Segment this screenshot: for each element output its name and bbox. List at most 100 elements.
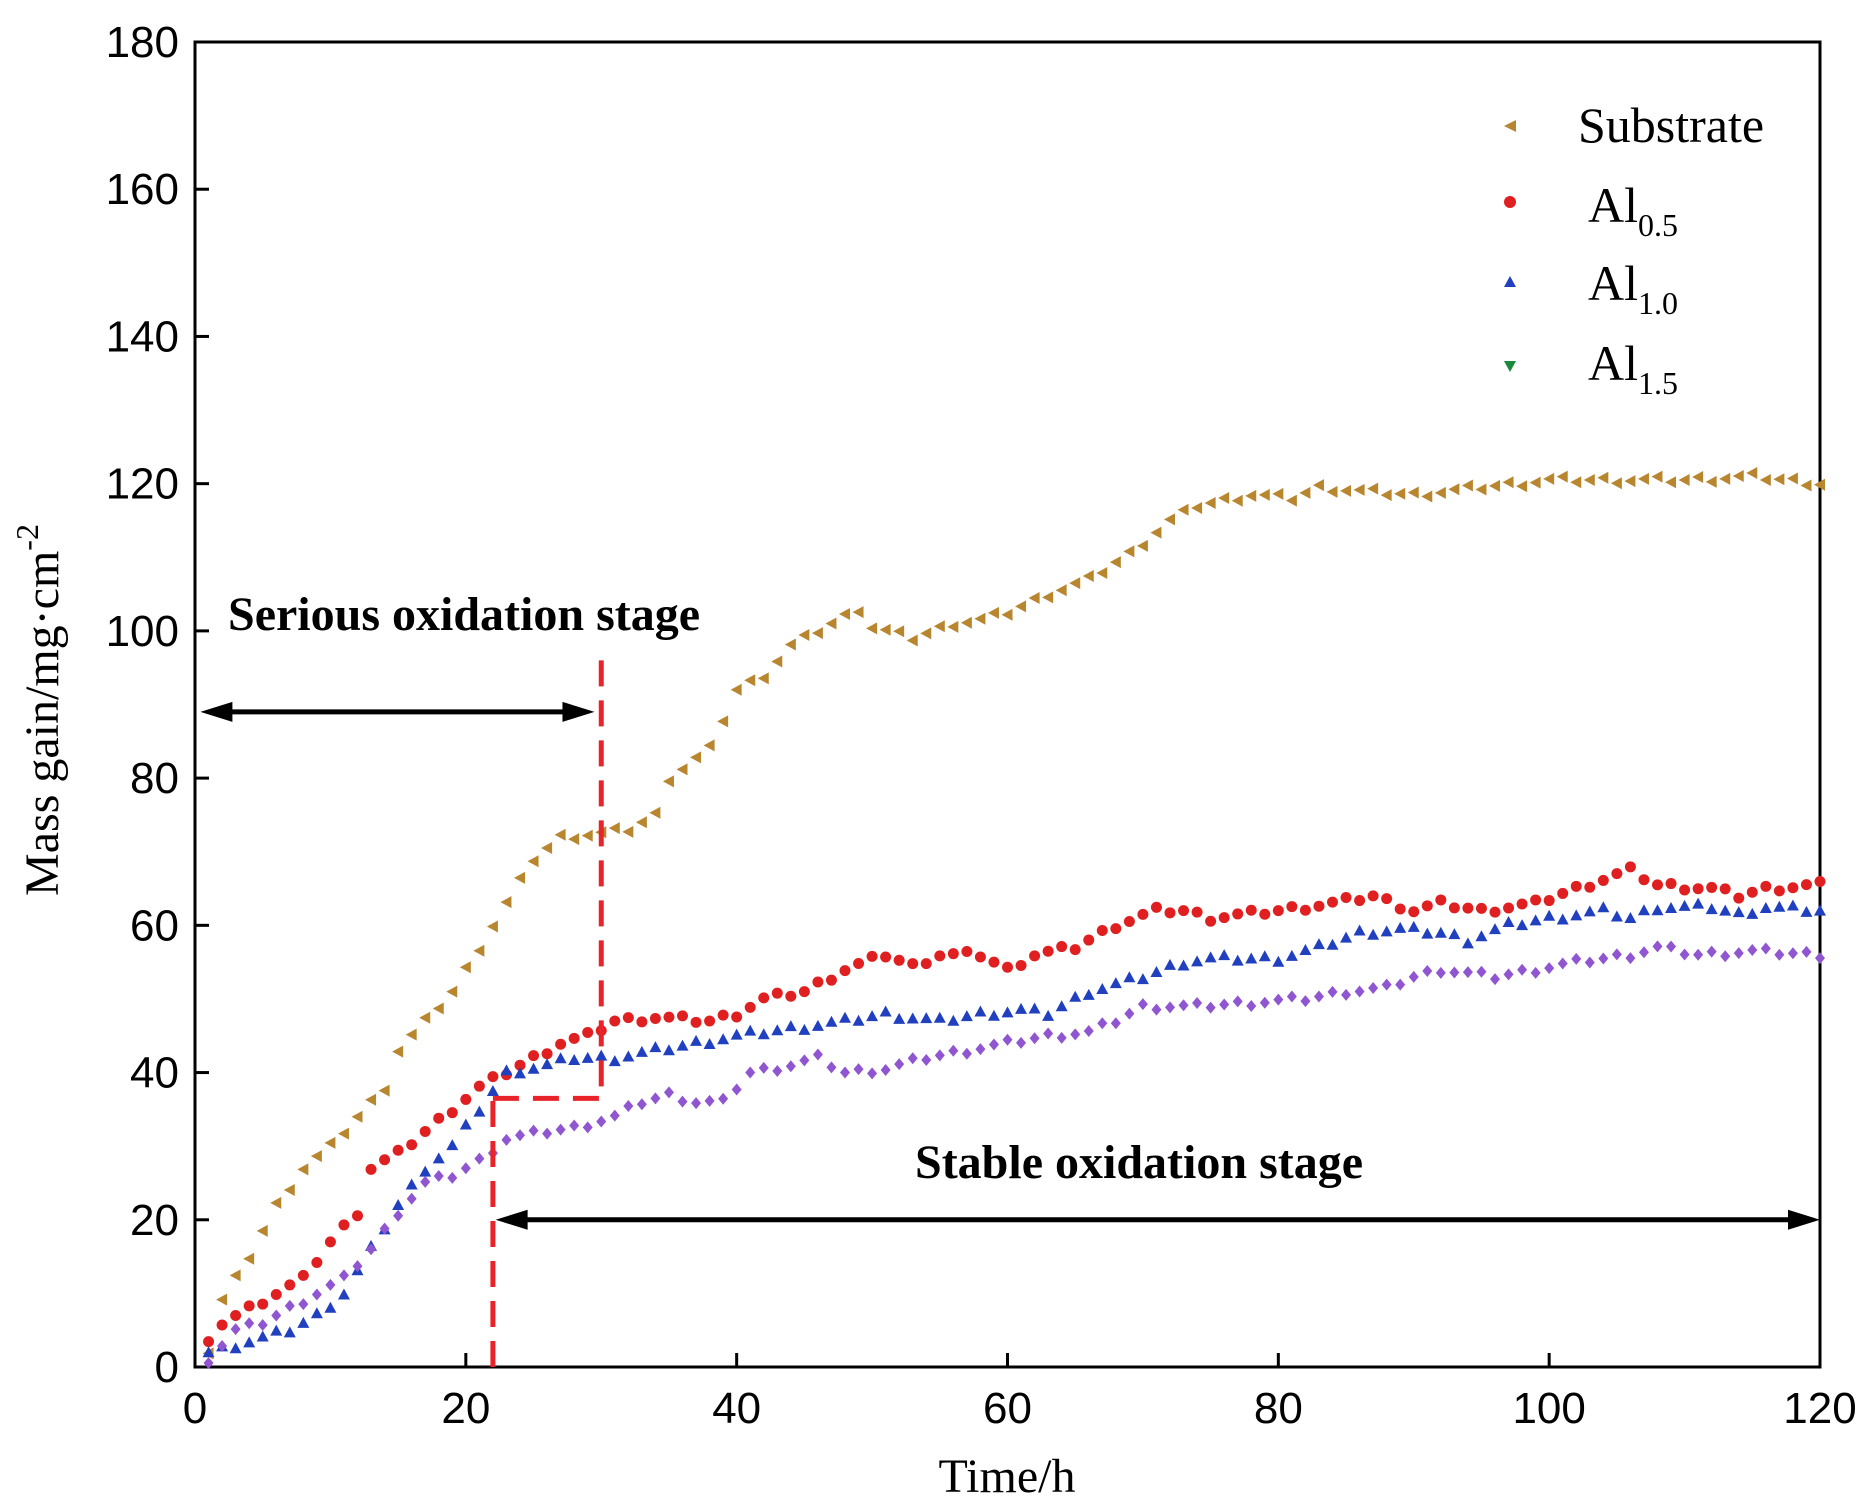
series-al15 [203, 940, 1825, 1369]
point-substrate-63 [1042, 591, 1054, 604]
series-substrate [202, 466, 1825, 1360]
point-al10-36 [676, 1039, 689, 1051]
point-al05-18 [433, 1112, 445, 1124]
point-al15-99 [1530, 966, 1541, 979]
point-al10-98 [1516, 919, 1529, 931]
point-al10-35 [662, 1044, 675, 1056]
point-al05-24 [514, 1059, 526, 1071]
point-substrate-99 [1529, 476, 1541, 489]
point-al10-84 [1326, 938, 1339, 950]
point-al15-10 [325, 1278, 336, 1291]
point-al15-113 [1720, 950, 1731, 963]
point-al10-108 [1651, 904, 1664, 916]
point-al05-91 [1421, 900, 1433, 912]
point-al15-81 [1286, 990, 1297, 1003]
point-substrate-61 [1015, 600, 1027, 613]
point-al10-80 [1272, 955, 1285, 967]
point-al15-116 [1760, 942, 1771, 955]
point-substrate-24 [514, 871, 525, 884]
y-tick-label-60: 60 [130, 901, 179, 950]
point-al05-113 [1719, 883, 1731, 895]
point-al15-83 [1313, 990, 1324, 1003]
point-al10-62 [1028, 1002, 1041, 1014]
y-tick-label-100: 100 [106, 607, 179, 656]
point-substrate-48 [839, 607, 850, 620]
point-al10-46 [811, 1019, 824, 1031]
point-al15-9 [311, 1288, 322, 1301]
point-al10-6 [270, 1324, 283, 1336]
y-axis-title: Mass gain/mg·cm-2 [9, 524, 69, 896]
point-al10-88 [1380, 925, 1393, 937]
x-tick-label-20: 20 [441, 1384, 490, 1433]
point-substrate-104 [1597, 471, 1609, 484]
point-al05-108 [1652, 879, 1663, 891]
point-al10-114 [1732, 906, 1745, 918]
point-al15-56 [948, 1044, 959, 1057]
point-al15-33 [636, 1098, 647, 1111]
legend: Substrate Al0.5 Al1.0 Al1.5 [1504, 97, 1764, 401]
point-substrate-38 [703, 739, 715, 752]
point-al10-81 [1285, 949, 1298, 961]
point-al05-88 [1381, 893, 1393, 905]
point-al10-31 [608, 1055, 621, 1067]
point-al05-62 [1029, 950, 1041, 962]
point-al10-66 [1082, 988, 1095, 1000]
point-substrate-95 [1475, 483, 1487, 496]
point-al15-111 [1693, 948, 1704, 961]
point-substrate-33 [635, 816, 647, 829]
point-al10-33 [635, 1045, 648, 1057]
point-substrate-115 [1746, 466, 1758, 479]
point-substrate-79 [1258, 488, 1270, 501]
point-al05-71 [1150, 901, 1162, 913]
point-al15-65 [1070, 1028, 1081, 1041]
point-al15-120 [1815, 952, 1825, 965]
point-al05-87 [1367, 890, 1379, 902]
point-al05-67 [1096, 924, 1108, 936]
point-al15-15 [393, 1209, 404, 1222]
point-al15-114 [1733, 947, 1744, 960]
point-substrate-9 [310, 1150, 322, 1163]
point-al15-100 [1544, 962, 1555, 975]
point-al05-102 [1570, 880, 1582, 892]
serious-stage-arrow-head-left [200, 701, 233, 722]
point-substrate-65 [1069, 577, 1081, 590]
point-substrate-41 [744, 674, 756, 687]
point-al15-36 [677, 1095, 688, 1108]
point-al15-52 [894, 1058, 905, 1071]
point-al15-4 [244, 1317, 255, 1330]
point-al15-49 [853, 1063, 864, 1076]
point-al15-80 [1273, 993, 1284, 1006]
point-al10-93 [1448, 928, 1461, 940]
point-al05-95 [1475, 902, 1487, 914]
point-al10-103 [1583, 905, 1596, 917]
point-substrate-109 [1665, 476, 1677, 489]
point-al15-47 [826, 1061, 837, 1074]
point-al10-113 [1719, 904, 1732, 916]
point-substrate-97 [1502, 476, 1514, 489]
point-substrate-107 [1637, 472, 1649, 485]
point-al05-104 [1597, 874, 1609, 886]
point-al10-40 [730, 1028, 743, 1040]
point-al05-8 [297, 1269, 309, 1281]
point-al05-75 [1205, 915, 1217, 927]
point-substrate-98 [1516, 480, 1528, 493]
point-al10-61 [1015, 1002, 1028, 1014]
point-al10-57 [960, 1010, 973, 1022]
point-substrate-28 [568, 833, 580, 846]
point-al15-8 [298, 1298, 309, 1311]
point-al15-14 [379, 1222, 390, 1235]
point-substrate-20 [459, 961, 471, 974]
point-al15-6 [271, 1309, 282, 1322]
point-al15-41 [745, 1066, 756, 1079]
point-al05-11 [338, 1219, 350, 1231]
point-al05-58 [974, 951, 986, 963]
point-substrate-96 [1489, 479, 1500, 492]
point-al15-3 [230, 1323, 241, 1336]
point-al15-31 [609, 1109, 620, 1122]
point-al05-47 [825, 974, 837, 986]
point-substrate-53 [906, 634, 918, 647]
point-al05-92 [1435, 894, 1447, 906]
point-al15-109 [1666, 940, 1677, 953]
point-substrate-31 [608, 822, 620, 835]
stable-stage-label: Stable oxidation stage [915, 1136, 1363, 1189]
